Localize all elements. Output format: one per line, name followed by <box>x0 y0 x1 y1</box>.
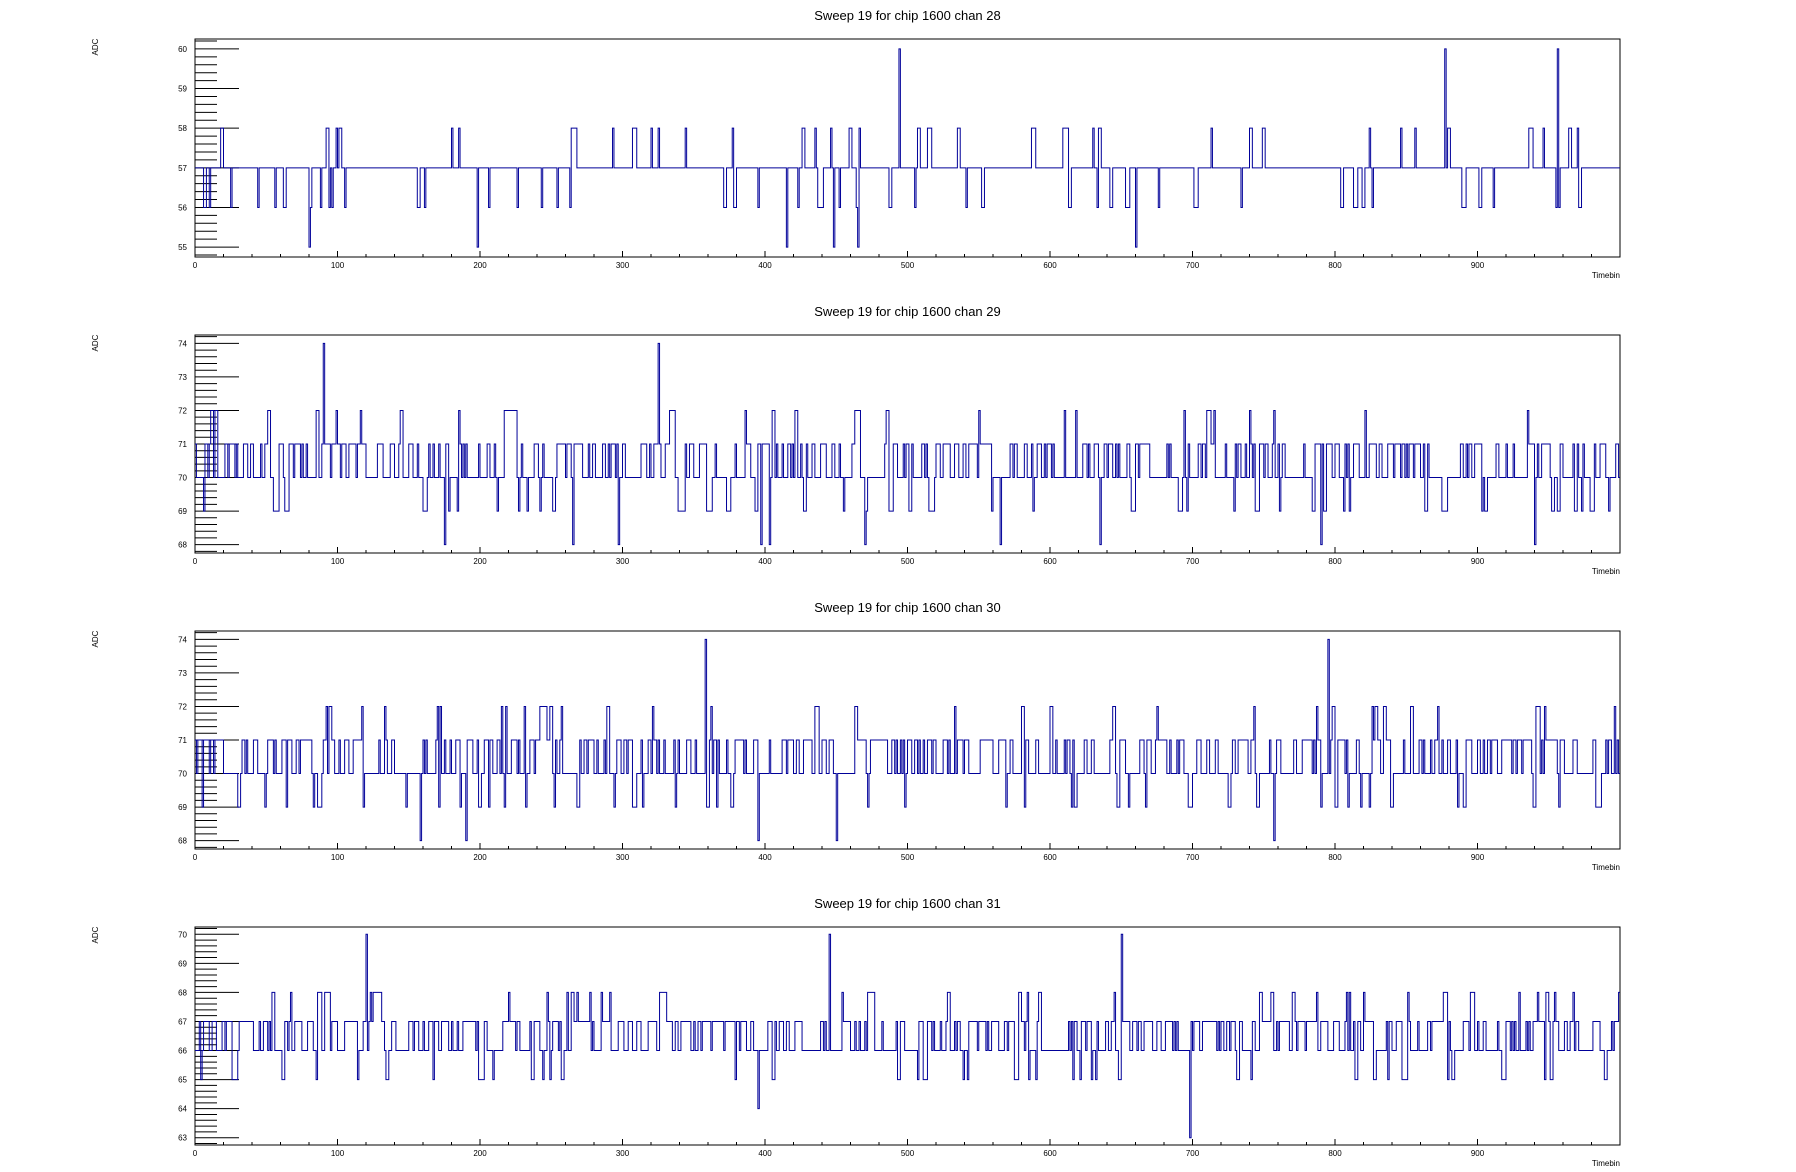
chart-title-0: Sweep 19 for chip 1600 chan 28 <box>814 8 1000 23</box>
y-tick-label-1: 74 <box>178 339 187 348</box>
x-tick-label-3: 0 <box>193 1149 198 1158</box>
y-tick-label-0: 57 <box>178 164 187 173</box>
y-tick-label-2: 74 <box>178 635 187 644</box>
x-tick-label-2: 500 <box>901 853 915 862</box>
y-tick-label-1: 68 <box>178 541 187 550</box>
y-tick-label-3: 66 <box>178 1047 187 1056</box>
x-tick-label-0: 400 <box>758 261 772 270</box>
chart-title-2: Sweep 19 for chip 1600 chan 30 <box>814 600 1000 615</box>
y-tick-label-2: 72 <box>178 702 187 711</box>
y-tick-label-3: 64 <box>178 1105 187 1114</box>
x-tick-label-0: 900 <box>1471 261 1485 270</box>
series-line-3-0 <box>195 933 1620 1139</box>
x-tick-label-3: 400 <box>758 1149 772 1158</box>
y-tick-label-3: 63 <box>178 1134 187 1143</box>
x-axis-label-2: Timebin <box>1592 863 1620 872</box>
x-tick-label-3: 700 <box>1186 1149 1200 1158</box>
x-axis-label-1: Timebin <box>1592 567 1620 576</box>
x-tick-label-2: 600 <box>1043 853 1057 862</box>
y-axis-label-0: ADC <box>91 38 100 55</box>
x-tick-label-0: 700 <box>1186 261 1200 270</box>
x-tick-label-2: 800 <box>1328 853 1342 862</box>
y-tick-label-1: 70 <box>178 474 187 483</box>
y-tick-label-3: 69 <box>178 959 187 968</box>
y-tick-label-0: 58 <box>178 124 187 133</box>
y-tick-label-0: 55 <box>178 243 187 252</box>
x-tick-label-3: 200 <box>473 1149 487 1158</box>
x-tick-label-0: 800 <box>1328 261 1342 270</box>
y-axis-label-1: ADC <box>91 334 100 351</box>
x-tick-label-2: 0 <box>193 853 198 862</box>
y-tick-label-1: 71 <box>178 440 187 449</box>
chart-panel-3: Sweep 19 for chip 1600 chan 31 ADC Timebin… <box>91 896 1621 1168</box>
x-tick-label-1: 100 <box>331 557 345 566</box>
x-tick-label-2: 200 <box>473 853 487 862</box>
y-axis-label-3: ADC <box>91 926 100 943</box>
y-tick-label-3: 70 <box>178 930 187 939</box>
x-tick-label-2: 400 <box>758 853 772 862</box>
y-tick-label-1: 73 <box>178 373 187 382</box>
y-tick-label-0: 59 <box>178 85 187 94</box>
x-tick-label-3: 900 <box>1471 1149 1485 1158</box>
x-tick-label-0: 0 <box>193 261 198 270</box>
chart-title-1: Sweep 19 for chip 1600 chan 29 <box>814 304 1000 319</box>
x-tick-label-3: 600 <box>1043 1149 1057 1158</box>
x-tick-label-2: 700 <box>1186 853 1200 862</box>
x-tick-label-2: 300 <box>616 853 630 862</box>
y-axis-label-2: ADC <box>91 630 100 647</box>
x-tick-label-3: 300 <box>616 1149 630 1158</box>
x-tick-label-3: 500 <box>901 1149 915 1158</box>
x-tick-label-3: 100 <box>331 1149 345 1158</box>
chart-panel-0: Sweep 19 for chip 1600 chan 28 ADC Timebin… <box>91 8 1621 280</box>
x-tick-label-0: 500 <box>901 261 915 270</box>
x-tick-label-1: 600 <box>1043 557 1057 566</box>
chart-panel-2: Sweep 19 for chip 1600 chan 30 ADC Timebin… <box>91 600 1621 872</box>
y-tick-label-2: 69 <box>178 803 187 812</box>
x-tick-label-0: 600 <box>1043 261 1057 270</box>
y-tick-label-2: 70 <box>178 770 187 779</box>
chart-title-3: Sweep 19 for chip 1600 chan 31 <box>814 896 1000 911</box>
series-line-1-0 <box>195 342 1620 546</box>
x-tick-label-1: 400 <box>758 557 772 566</box>
y-tick-label-1: 69 <box>178 507 187 516</box>
x-tick-label-1: 500 <box>901 557 915 566</box>
y-tick-label-2: 68 <box>178 837 187 846</box>
x-tick-label-0: 100 <box>331 261 345 270</box>
x-tick-label-2: 100 <box>331 853 345 862</box>
x-tick-label-1: 800 <box>1328 557 1342 566</box>
y-tick-label-3: 68 <box>178 988 187 997</box>
x-axis-label-3: Timebin <box>1592 1159 1620 1168</box>
series-line-0-0 <box>195 48 1620 248</box>
x-axis-label-0: Timebin <box>1592 271 1620 280</box>
x-tick-label-1: 900 <box>1471 557 1485 566</box>
y-tick-label-2: 71 <box>178 736 187 745</box>
series-line-2-0 <box>195 638 1620 842</box>
x-tick-label-0: 200 <box>473 261 487 270</box>
x-tick-label-1: 700 <box>1186 557 1200 566</box>
y-tick-label-3: 67 <box>178 1017 187 1026</box>
x-tick-label-3: 800 <box>1328 1149 1342 1158</box>
x-tick-label-2: 900 <box>1471 853 1485 862</box>
chart-panel-1: Sweep 19 for chip 1600 chan 29 ADC Timebin… <box>91 304 1621 576</box>
y-tick-label-2: 73 <box>178 669 187 678</box>
y-tick-label-0: 60 <box>178 45 187 54</box>
x-tick-label-1: 0 <box>193 557 198 566</box>
y-tick-label-0: 56 <box>178 203 187 212</box>
x-tick-label-1: 200 <box>473 557 487 566</box>
x-tick-label-1: 300 <box>616 557 630 566</box>
y-tick-label-3: 65 <box>178 1076 187 1085</box>
y-tick-label-1: 72 <box>178 406 187 415</box>
x-tick-label-0: 300 <box>616 261 630 270</box>
